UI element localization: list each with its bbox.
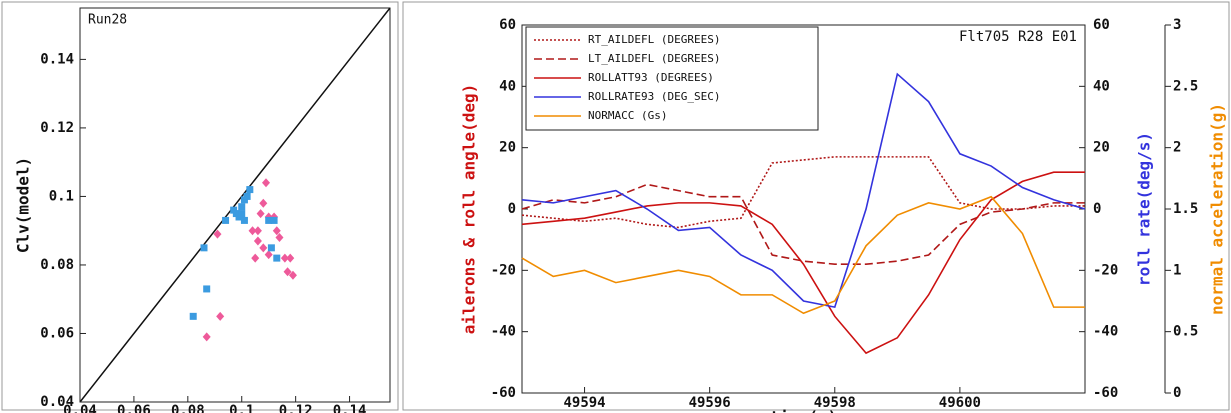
y-tick-label: -60 — [1093, 385, 1118, 401]
series-line — [521, 72, 1086, 309]
legend-label: RT_AILDEFL (DEGREES) — [588, 33, 720, 46]
point — [262, 178, 270, 188]
point — [264, 250, 273, 260]
point — [243, 192, 251, 200]
y-tick-label: 1.5 — [1173, 201, 1198, 217]
series-line — [521, 183, 1085, 265]
y-tick-label: 1 — [1173, 262, 1181, 278]
y-tick-label: 40 — [499, 78, 516, 94]
point — [240, 216, 248, 224]
panel — [1, 1, 399, 411]
point — [265, 216, 273, 224]
point — [248, 226, 257, 236]
y-tick-label: -60 — [491, 385, 516, 401]
series-line — [521, 156, 1085, 229]
reference-line — [79, 7, 391, 403]
panel — [402, 1, 1230, 411]
x-tick-label: 49600 — [939, 395, 981, 411]
x-tick-label: 0.06 — [117, 403, 151, 413]
chart-title: Run28 — [88, 13, 127, 28]
point — [203, 285, 211, 293]
x-tick-label: 49596 — [689, 395, 731, 411]
x-tick-label: 0.14 — [333, 403, 367, 413]
y-tick-label: 0 — [1173, 385, 1181, 401]
point — [273, 254, 281, 262]
point — [275, 233, 284, 243]
y-tick-label: 60 — [499, 17, 516, 33]
x-tick-label: 49594 — [563, 395, 605, 411]
point — [259, 243, 268, 253]
chart-title: Flt705 R28 E01 — [959, 29, 1077, 45]
point — [246, 186, 254, 194]
y-tick-label: 0.06 — [40, 325, 74, 341]
legend-label: ROLLATT93 (DEGREES) — [588, 71, 714, 84]
y-tick-label: 0.08 — [40, 257, 74, 273]
y-tick-label: 60 — [1093, 17, 1110, 33]
series-line — [521, 171, 1085, 355]
y-tick-label: -40 — [1093, 324, 1118, 340]
y-tick-label: 2 — [1173, 140, 1181, 156]
y2-axis-label: roll rate(deg/s) — [1135, 132, 1154, 286]
point — [222, 216, 230, 224]
point — [286, 253, 295, 263]
point — [280, 253, 289, 263]
y-tick-label: 0.14 — [40, 51, 74, 67]
y-tick-label: 3 — [1173, 17, 1181, 33]
y-axis-label: ailerons & roll angle(deg) — [460, 84, 479, 334]
point — [238, 203, 246, 211]
y-tick-label: -20 — [1093, 262, 1118, 278]
y-tick-label: 0.12 — [40, 120, 74, 136]
point — [256, 209, 265, 219]
point — [253, 236, 262, 246]
y-tick-label: 0.04 — [40, 394, 74, 410]
y-axis-label: Clv(model) — [14, 157, 33, 253]
legend-label: NORMACC (Gs) — [588, 109, 667, 122]
y3-axis-label: normal acceleration(g) — [1208, 103, 1227, 315]
y-tick-label: -40 — [491, 324, 516, 340]
point — [216, 311, 225, 321]
y-tick-label: -20 — [491, 262, 516, 278]
x-tick-label: 0.1 — [229, 403, 254, 413]
y-tick-label: 0.1 — [49, 188, 74, 204]
point — [189, 312, 197, 320]
y-tick-label: 40 — [1093, 78, 1110, 94]
point — [238, 210, 246, 218]
y-tick-label: 20 — [499, 140, 516, 156]
legend-label: LT_AILDEFL (DEGREES) — [588, 52, 720, 65]
plot-area — [79, 7, 391, 403]
y-tick-label: 20 — [1093, 140, 1110, 156]
point — [267, 244, 275, 252]
point — [283, 267, 292, 277]
point — [202, 332, 211, 342]
x-tick-label: 49598 — [814, 395, 856, 411]
point — [200, 244, 208, 252]
x-tick-label: 0.04 — [63, 403, 97, 413]
point — [288, 270, 297, 280]
legend-label: ROLLRATE93 (DEG_SEC) — [588, 90, 720, 103]
x-axis-label: time(s) — [770, 408, 837, 413]
series-line — [521, 195, 1085, 315]
point — [213, 229, 222, 239]
y-tick-label: 0 — [508, 201, 516, 217]
x-tick-label: 0.12 — [279, 403, 313, 413]
y-tick-label: 0.5 — [1173, 324, 1198, 340]
point — [272, 226, 281, 236]
y-tick-label: 2.5 — [1173, 78, 1198, 94]
point — [259, 198, 268, 208]
x-tick-label: 0.08 — [171, 403, 205, 413]
point — [253, 226, 262, 236]
point — [270, 216, 278, 224]
y-tick-label: 0 — [1093, 201, 1101, 217]
point — [251, 253, 260, 263]
